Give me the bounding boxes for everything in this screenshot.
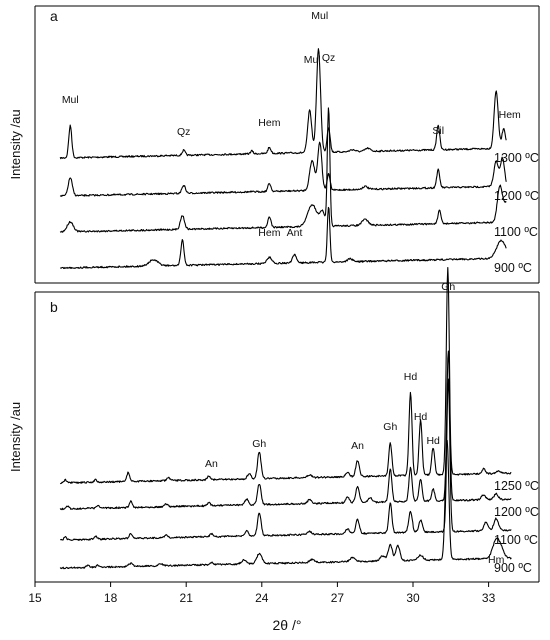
phase-annotation: Mul <box>304 54 321 66</box>
xrd-trace-1100 <box>60 378 512 541</box>
phase-annotation: Gh <box>383 421 397 433</box>
xrd-trace-900 <box>60 206 507 270</box>
phase-annotation: Hd <box>414 411 428 423</box>
series-label: 1100 ºC <box>494 533 538 547</box>
y-axis-title: Intensity /au <box>8 109 23 179</box>
x-tick-label: 30 <box>406 591 420 605</box>
phase-annotation: Mul <box>311 10 328 22</box>
phase-annotation: Gh <box>252 438 266 450</box>
x-tick-label: 21 <box>180 591 194 605</box>
series-label: 1200 ºC <box>494 189 539 203</box>
phase-annotation: An <box>205 458 218 470</box>
phase-annotation: Hem <box>258 227 280 239</box>
phase-annotation: Hd <box>426 435 440 447</box>
x-tick-label: 33 <box>482 591 496 605</box>
phase-annotation: Hm <box>488 554 505 566</box>
phase-annotation: An <box>351 440 364 452</box>
xrd-trace-1300 <box>59 48 507 160</box>
x-axis-title: 2θ /° <box>273 617 302 633</box>
x-tick-label: 24 <box>255 591 269 605</box>
phase-annotation: Ant <box>287 227 303 239</box>
phase-annotation: Hem <box>499 109 521 121</box>
y-axis-title: Intensity /au <box>8 402 23 472</box>
series-label: 1250 ºC <box>494 479 539 493</box>
series-label: 1300 ºC <box>494 151 539 165</box>
x-tick-label: 18 <box>104 591 118 605</box>
panel-label: b <box>50 299 58 315</box>
xrd-trace-1100 <box>59 107 507 233</box>
series-label: 900 ºC <box>494 561 532 575</box>
xrd-trace-1200 <box>59 141 507 197</box>
x-tick-label: 15 <box>28 591 42 605</box>
xrd-trace-900 <box>59 439 512 570</box>
x-tick-label: 27 <box>331 591 345 605</box>
phase-annotation: Hd <box>404 371 418 383</box>
series-label: 1100 ºC <box>494 225 538 239</box>
phase-annotation: Qz <box>177 126 190 138</box>
xrd-trace-1200 <box>59 350 512 511</box>
panel-label: a <box>50 8 58 24</box>
phase-annotation: Gh <box>441 281 455 293</box>
series-label: 900 ºC <box>494 261 532 275</box>
series-label: 1200 ºC <box>494 505 539 519</box>
phase-annotation: Mul <box>62 94 79 106</box>
phase-annotation: Qz <box>322 52 335 64</box>
phase-annotation: Sil <box>432 125 444 137</box>
xrd-trace-1250 <box>59 266 512 485</box>
phase-annotation: Hem <box>258 117 280 129</box>
